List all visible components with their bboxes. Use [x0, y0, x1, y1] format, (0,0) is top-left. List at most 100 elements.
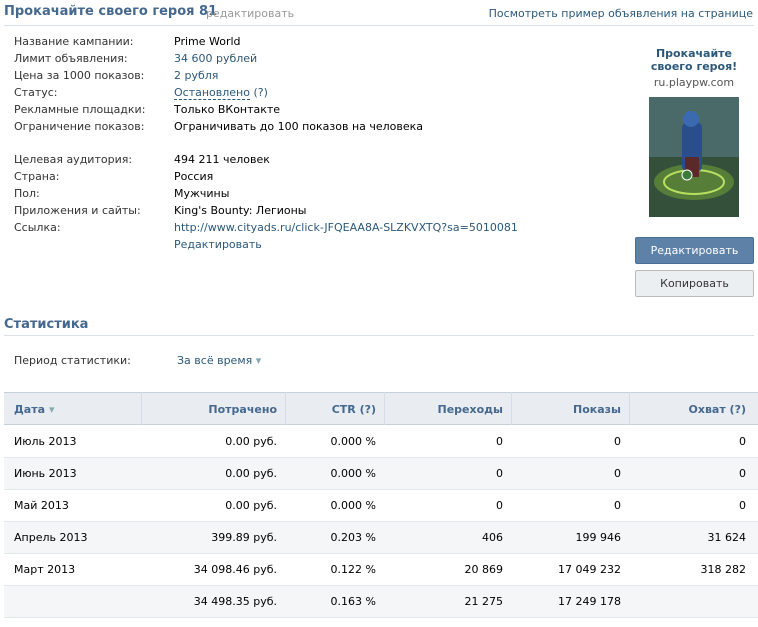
dropdown-arrow: ▾ [255, 354, 262, 367]
table-cell: 0.00 руб. [225, 435, 277, 448]
preview-title[interactable]: Прокачайте своего героя! [650, 47, 738, 73]
detail-value-text[interactable]: 2 рубля [174, 69, 219, 82]
table-row [4, 426, 758, 458]
detail-value: Prime World [174, 35, 241, 48]
table-cell: 0 [614, 435, 621, 448]
column-header[interactable]: Охват (?) [629, 392, 754, 425]
table-row [4, 490, 758, 522]
detail-value-text: 494 211 человек [174, 153, 270, 166]
detail-value: Мужчины [174, 187, 229, 200]
table-cell: 0 [496, 467, 503, 480]
table-cell: 34 498.35 руб. [193, 595, 277, 608]
detail-value[interactable]: 34 600 рублей [174, 52, 257, 65]
detail-label: Рекламные площадки: [14, 103, 146, 116]
table-cell: 0.203 % [330, 531, 376, 544]
ad-title: Прокачайте своего героя 81 [4, 4, 218, 19]
table-cell: 31 624 [707, 531, 747, 544]
status-hint[interactable]: (?) [253, 86, 268, 99]
detail-label: Ограничение показов: [14, 120, 145, 133]
detail-label: Пол: [14, 187, 40, 200]
detail-value[interactable]: 2 рубля [174, 69, 218, 82]
table-cell: 0.163 % [330, 595, 376, 608]
period-value[interactable]: За всё время [177, 354, 253, 367]
edit-link[interactable]: редактировать [206, 7, 295, 20]
detail-value-text: King's Bounty: Легионы [174, 204, 307, 217]
table-cell: 0.00 руб. [225, 467, 277, 480]
table-cell: 406 [482, 531, 503, 544]
column-header[interactable]: Потрачено [141, 392, 285, 425]
detail-value-text: Мужчины [174, 187, 230, 200]
table-cell: 0.000 % [330, 435, 376, 448]
detail-value-text: Россия [174, 170, 214, 183]
detail-value-text[interactable]: Остановлено [174, 86, 250, 100]
detail-label: Цена за 1000 показов: [14, 69, 145, 82]
detail-value: Ограничивать до 100 показов на человека [174, 120, 423, 133]
divider [4, 335, 754, 336]
link-edit[interactable]: Редактировать [174, 238, 262, 251]
detail-value-text: Ограничивать до 100 показов на человека [174, 120, 424, 133]
detail-label: Приложения и сайты: [14, 204, 141, 217]
detail-value-text: Только ВКонтакте [174, 103, 281, 116]
table-cell: 0.000 % [330, 467, 376, 480]
column-title[interactable]: Показы [573, 403, 621, 416]
divider [4, 25, 754, 26]
table-cell: Май 2013 [14, 499, 69, 512]
table-cell: 318 282 [700, 563, 747, 576]
table-row [4, 458, 758, 490]
table-cell: Июнь 2013 [14, 467, 77, 480]
table-header [4, 392, 758, 425]
period-select[interactable]: За всё время ▾ [177, 354, 261, 367]
table-cell: 34 098.46 руб. [193, 563, 277, 576]
copy-button[interactable]: Копировать [635, 270, 754, 297]
table-cell: 0.000 % [330, 499, 376, 512]
column-title[interactable]: Дата [14, 403, 46, 416]
table-cell: 199 946 [575, 531, 622, 544]
table-cell: 20 869 [464, 563, 504, 576]
detail-label: Статус: [14, 86, 58, 99]
table-cell: Апрель 2013 [14, 531, 88, 544]
table-cell: 0.122 % [330, 563, 376, 576]
preview-domain: ru.playpw.com [653, 76, 735, 89]
table-cell: 17 249 178 [558, 595, 621, 608]
column-header[interactable]: CTR (?) [285, 392, 384, 425]
detail-value: 494 211 человек [174, 153, 270, 166]
table-cell: 0 [739, 435, 746, 448]
table-cell: 399.89 руб. [211, 531, 277, 544]
detail-label: Целевая аудитория: [14, 153, 133, 166]
table-cell: 0 [496, 435, 503, 448]
column-title[interactable]: Охват (?) [688, 403, 746, 416]
table-cell: 0 [496, 499, 503, 512]
detail-value[interactable]: Остановлено (?) [174, 86, 268, 100]
detail-value-text[interactable]: 34 600 рублей [174, 52, 258, 65]
period-label: Период статистики: [14, 354, 131, 367]
table-cell: 17 049 232 [558, 563, 621, 576]
table-cell: 0 [739, 499, 746, 512]
preview-link[interactable]: Посмотреть пример объявления на странице [488, 7, 753, 20]
table-cell: 0 [739, 467, 746, 480]
detail-value: King's Bounty: Легионы [174, 204, 307, 217]
detail-value-text[interactable]: http://www.cityads.ru/click-JFQEAA8A-SLZ… [174, 221, 518, 234]
detail-label: Ссылка: [14, 221, 61, 234]
detail-value[interactable]: http://www.cityads.ru/click-JFQEAA8A-SLZ… [174, 221, 518, 234]
total-row [4, 586, 758, 618]
table-cell: 0 [614, 499, 621, 512]
table-cell: Июль 2013 [14, 435, 77, 448]
edit-button[interactable]: Редактировать [635, 237, 754, 264]
column-header[interactable]: Показы [511, 392, 629, 425]
column-title[interactable]: Переходы [437, 403, 503, 416]
preview-image[interactable] [649, 97, 739, 217]
column-header[interactable]: Дата ▾ [4, 392, 141, 425]
stats-title: Статистика [4, 317, 89, 332]
detail-value-text: Prime World [174, 35, 241, 48]
column-title[interactable]: Потрачено [208, 403, 277, 416]
detail-label: Страна: [14, 170, 60, 183]
table-cell: 21 275 [464, 595, 504, 608]
table-cell: Март 2013 [14, 563, 76, 576]
table-cell: 0.00 руб. [225, 499, 277, 512]
detail-value: Россия [174, 170, 213, 183]
detail-label: Лимит объявления: [14, 52, 128, 65]
column-title[interactable]: CTR (?) [331, 403, 376, 416]
column-header[interactable]: Переходы [384, 392, 511, 425]
detail-value: Только ВКонтакте [174, 103, 280, 116]
sort-arrow: ▾ [49, 403, 55, 416]
